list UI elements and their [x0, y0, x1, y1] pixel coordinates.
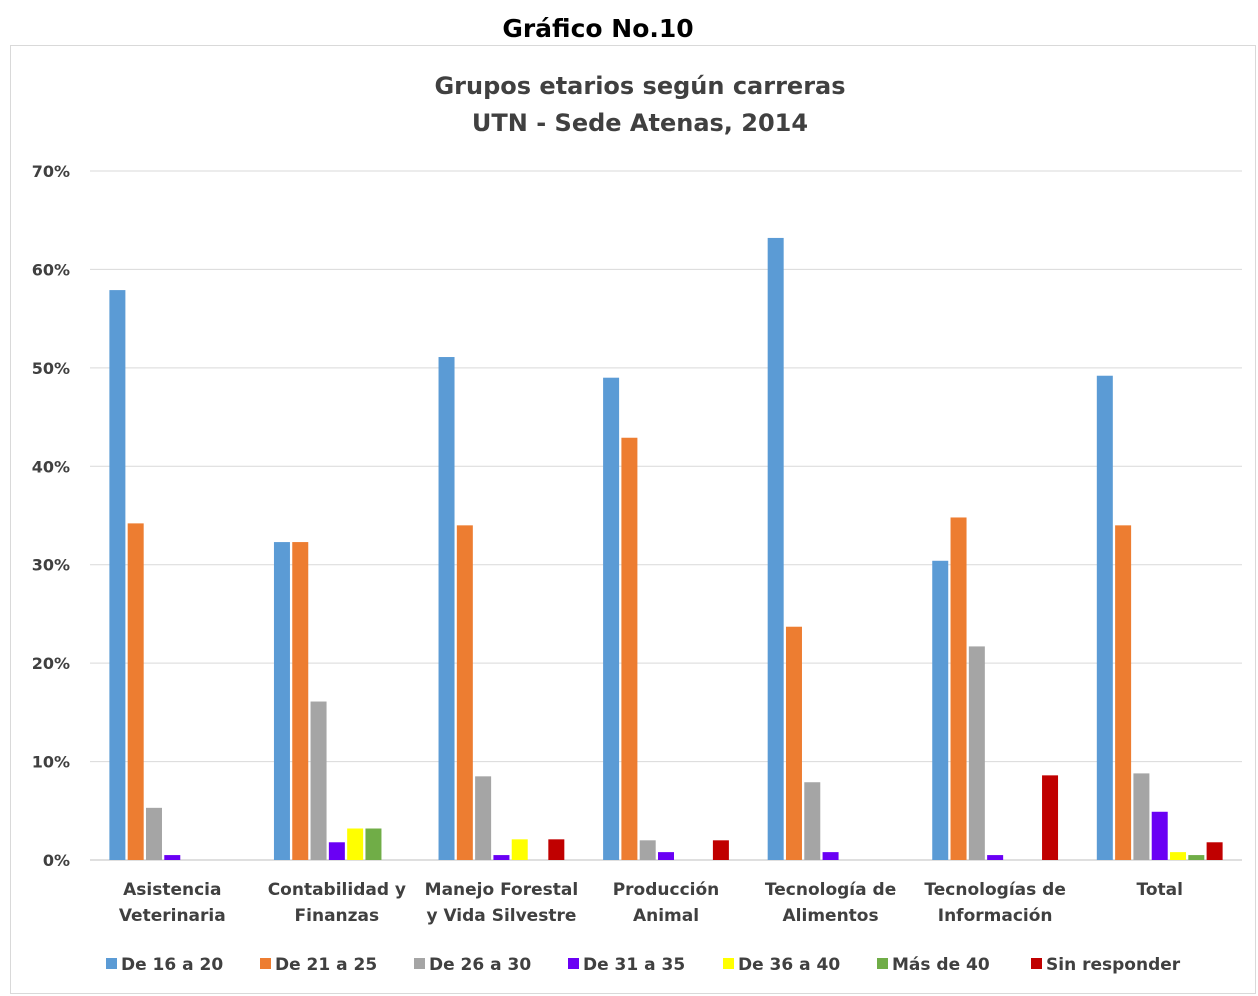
- bar: [1206, 842, 1223, 860]
- legend-label: De 21 a 25: [275, 955, 377, 975]
- bar: [639, 840, 656, 860]
- chart-subtitle: UTN - Sede Atenas, 2014: [472, 109, 808, 137]
- bars: [109, 237, 1223, 861]
- category-label: Tecnología de: [765, 880, 896, 900]
- y-tick-label: 0%: [43, 851, 70, 870]
- y-tick-label: 70%: [32, 162, 70, 181]
- category-label: Total: [1136, 880, 1182, 900]
- bar: [328, 842, 345, 860]
- category-label: Tecnologías de: [924, 880, 1065, 900]
- legend-label: De 36 a 40: [738, 955, 840, 975]
- y-tick-label: 50%: [32, 359, 70, 378]
- y-tick-label: 30%: [32, 556, 70, 575]
- bar: [1188, 855, 1205, 860]
- legend-label: Sin responder: [1046, 955, 1181, 975]
- category-label: y Vida Silvestre: [426, 906, 576, 926]
- legend-label: De 26 a 30: [429, 955, 531, 975]
- legend-swatch: [568, 958, 579, 969]
- bar: [712, 840, 729, 860]
- y-axis-ticks: 0% 10% 20% 30% 40% 50% 60% 70%: [32, 162, 70, 870]
- bar: [475, 776, 492, 860]
- bar: [804, 782, 821, 860]
- y-tick-label: 40%: [32, 457, 70, 476]
- bar: [658, 852, 674, 860]
- figure-heading: Gráfico No.10: [502, 14, 694, 43]
- chart-title: Grupos etarios según carreras: [434, 72, 845, 100]
- legend-swatch: [414, 958, 425, 969]
- bar: [365, 828, 382, 860]
- legend-swatch: [260, 958, 271, 969]
- y-tick-label: 20%: [32, 654, 70, 673]
- bar: [1133, 773, 1150, 860]
- bar: [621, 437, 638, 860]
- bar: [109, 290, 126, 860]
- bar: [145, 807, 162, 860]
- bar: [950, 517, 967, 860]
- category-label: Producción: [613, 880, 720, 900]
- legend-swatch: [106, 958, 117, 969]
- bar: [932, 560, 949, 860]
- bar: [785, 626, 802, 860]
- bar: [347, 828, 364, 860]
- legend: De 16 a 20 De 21 a 25 De 26 a 30 De 31 a 35…: [106, 955, 1181, 975]
- bar: [292, 542, 309, 860]
- bar: [456, 525, 473, 860]
- bar: [822, 852, 839, 860]
- bar: [1151, 811, 1168, 860]
- legend-label: De 31 a 35: [583, 955, 685, 975]
- x-axis-labels: Asistencia Veterinaria Contabilidad y Finan…: [119, 880, 1183, 926]
- bar: [968, 646, 985, 860]
- legend-swatch: [877, 958, 888, 969]
- category-label: Veterinaria: [119, 906, 226, 926]
- category-label: Asistencia: [123, 880, 221, 900]
- y-tick-label: 60%: [32, 260, 70, 279]
- bar: [438, 357, 455, 860]
- bar: [1042, 775, 1059, 860]
- gridlines: [90, 170, 1242, 861]
- legend-label: Más de 40: [892, 955, 990, 975]
- category-label: Información: [938, 906, 1053, 926]
- bar: [511, 839, 528, 860]
- legend-swatch: [723, 958, 734, 969]
- bar: [273, 542, 290, 860]
- bar: [164, 855, 181, 860]
- y-tick-label: 10%: [32, 753, 70, 772]
- bar: [127, 523, 144, 860]
- category-label: Animal: [633, 906, 699, 926]
- category-label: Contabilidad y: [268, 880, 406, 900]
- bar: [1170, 852, 1187, 860]
- bar: [1096, 375, 1113, 860]
- bar: [548, 839, 565, 860]
- bar: [310, 701, 327, 860]
- bar: [987, 855, 1004, 860]
- bar: [493, 855, 510, 860]
- bar: [767, 237, 784, 861]
- category-label: Alimentos: [783, 906, 879, 926]
- legend-swatch: [1031, 958, 1042, 969]
- bar: [603, 377, 620, 860]
- legend-label: De 16 a 20: [121, 955, 223, 975]
- category-label: Finanzas: [295, 906, 380, 926]
- category-label: Manejo Forestal: [425, 880, 579, 900]
- bar: [1115, 525, 1132, 860]
